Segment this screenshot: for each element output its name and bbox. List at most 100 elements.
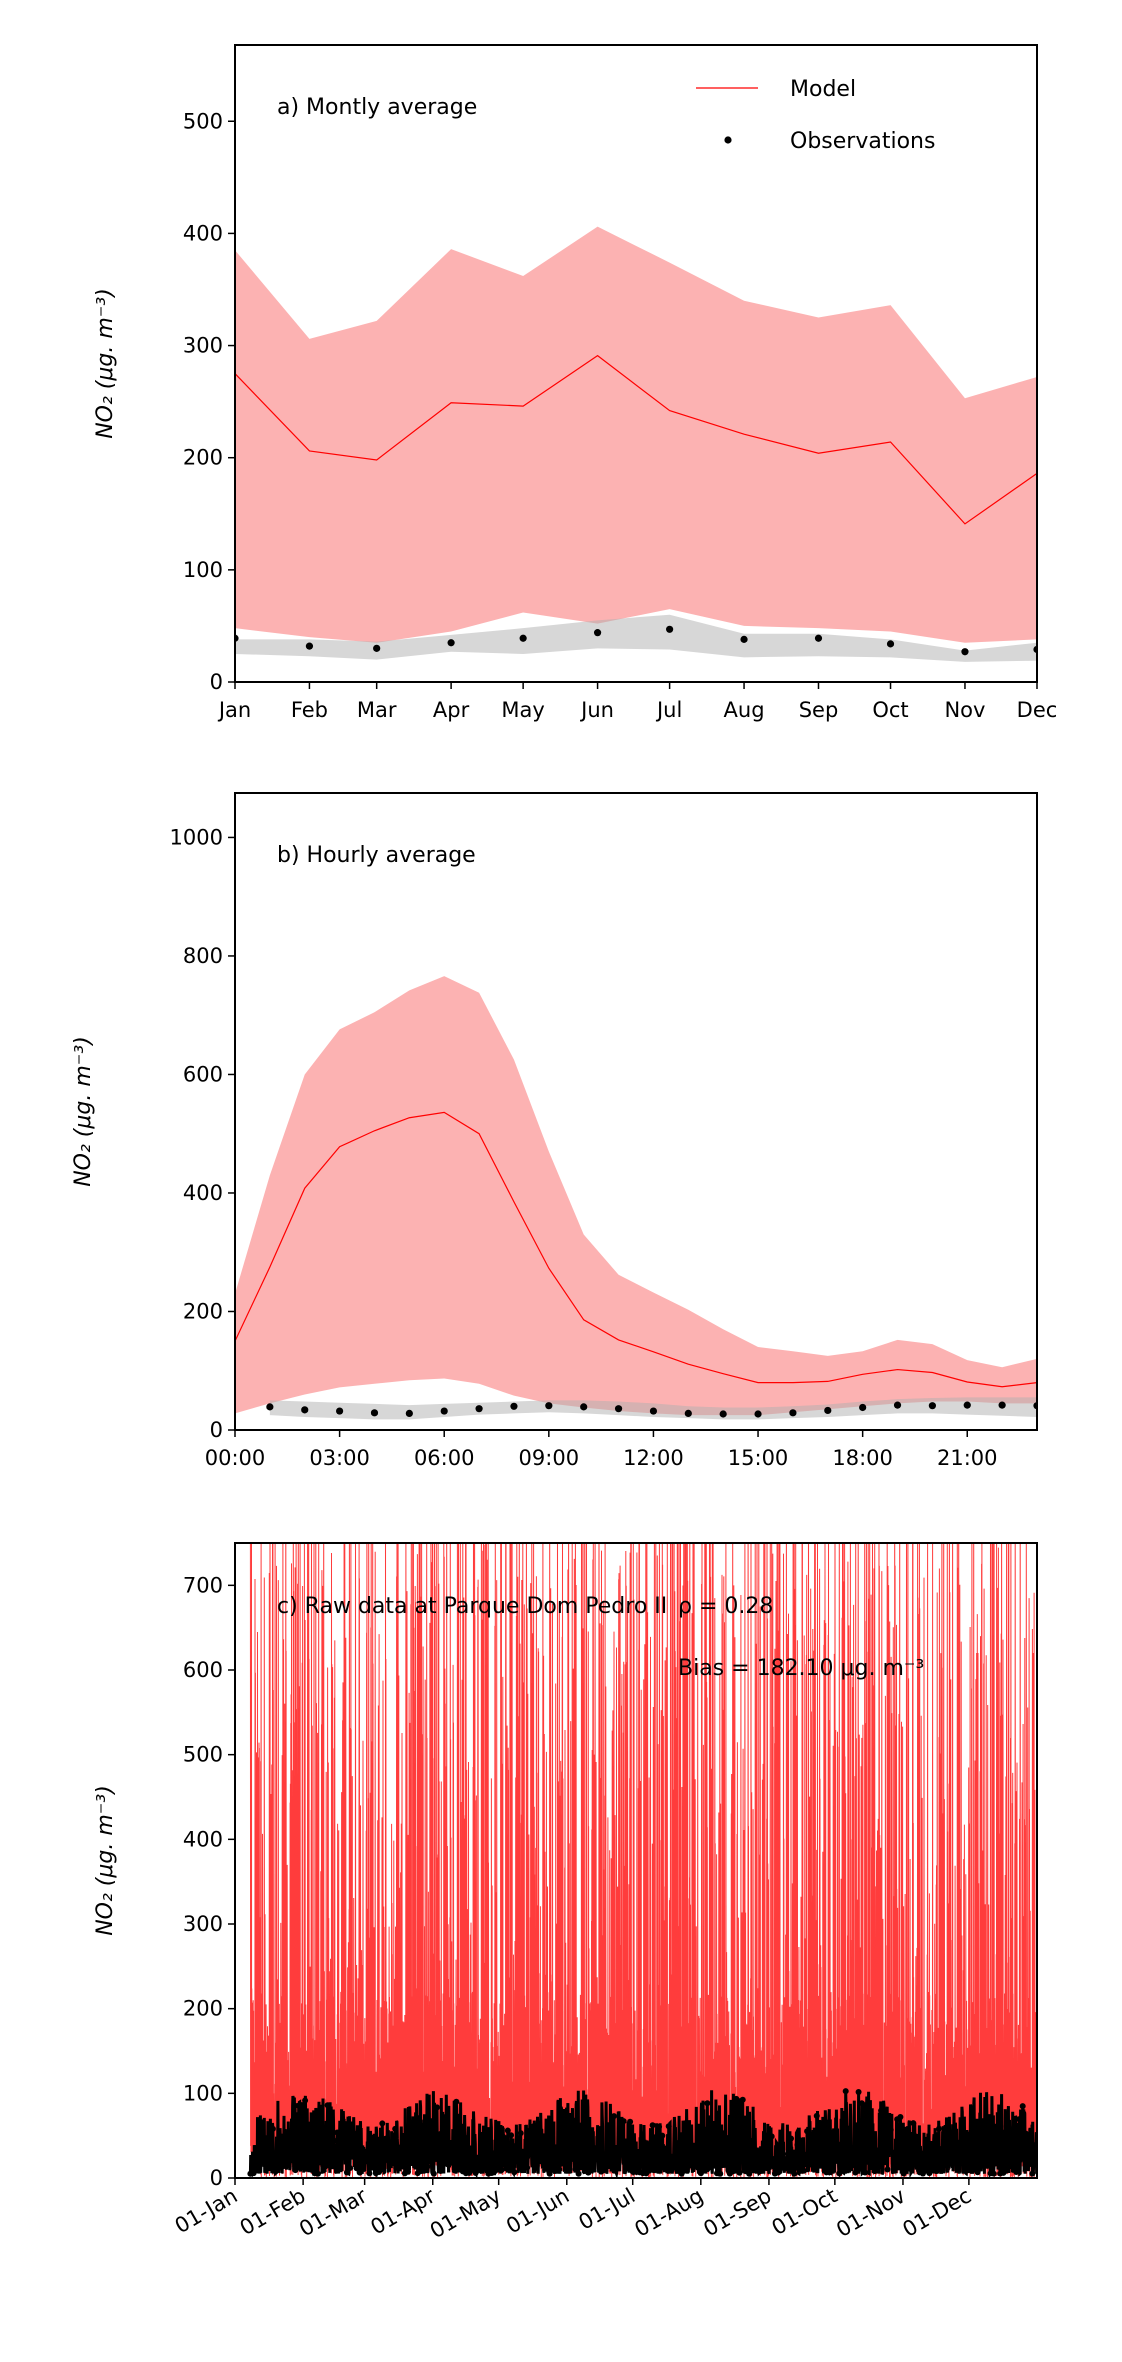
observation-point xyxy=(656,2123,663,2130)
x-tick-label: Nov xyxy=(944,698,985,722)
observation-point xyxy=(498,2167,505,2174)
observation-point xyxy=(810,2154,817,2161)
observation-point xyxy=(681,2120,688,2127)
observation-point xyxy=(939,2167,946,2174)
observation-point xyxy=(990,2170,997,2177)
observation-point xyxy=(814,634,823,642)
observation-point xyxy=(430,2170,437,2177)
observation-point xyxy=(884,2166,891,2173)
observation-point xyxy=(427,2158,434,2165)
observation-point xyxy=(479,2157,486,2164)
axes-frame xyxy=(234,44,1038,683)
observation-point xyxy=(685,2126,692,2133)
observation-point xyxy=(376,2168,383,2175)
observation-point xyxy=(768,2133,775,2140)
observation-point xyxy=(807,2144,814,2151)
model-range-band xyxy=(235,226,1037,643)
observation-point xyxy=(382,2135,389,2142)
observation-point xyxy=(874,2160,881,2167)
observation-point xyxy=(887,2126,894,2133)
observation-point xyxy=(321,2126,328,2133)
observation-point xyxy=(1016,2116,1023,2123)
observation-point xyxy=(672,2164,679,2171)
model-range-band xyxy=(235,976,1037,1416)
observation-point xyxy=(829,2165,836,2172)
observation-point xyxy=(1026,2139,1033,2146)
observation-point xyxy=(627,2118,634,2125)
observation-point xyxy=(694,2157,701,2164)
observation-point xyxy=(964,2134,971,2141)
y-axis-label: NO₂ (μg. m⁻³) xyxy=(93,1785,118,1936)
observation-point xyxy=(800,2167,807,2174)
observation-point xyxy=(942,2147,949,2154)
y-tick-label: 1000 xyxy=(170,825,223,849)
y-tick-label: 300 xyxy=(183,334,223,358)
observation-point xyxy=(585,2169,592,2176)
observation-point xyxy=(392,2125,399,2132)
observation-point xyxy=(833,2140,840,2147)
observation-point xyxy=(704,2100,711,2107)
y-tick-label: 0 xyxy=(210,670,223,694)
observation-point xyxy=(804,2128,811,2135)
observation-point xyxy=(408,2126,415,2133)
y-tick-label: 0 xyxy=(210,2166,223,2190)
observation-point xyxy=(649,1407,658,1415)
observation-point xyxy=(347,2165,354,2172)
observation-point xyxy=(900,2170,907,2177)
x-tick-label: 03:00 xyxy=(309,1446,370,1470)
observation-point xyxy=(855,2088,862,2095)
y-tick-label: 200 xyxy=(183,446,223,470)
observation-point xyxy=(336,1407,344,1415)
observation-point xyxy=(762,2158,769,2165)
x-tick-label: 15:00 xyxy=(728,1446,789,1470)
observation-point xyxy=(601,2163,608,2170)
observation-point xyxy=(862,2169,869,2176)
x-tick-label: Feb xyxy=(291,698,328,722)
x-tick-label: Jun xyxy=(579,698,614,722)
observation-point xyxy=(971,2134,978,2141)
observation-point xyxy=(816,2119,823,2126)
observation-point xyxy=(556,2166,563,2173)
observation-point xyxy=(824,1406,832,1415)
observation-point xyxy=(928,1402,936,1410)
observation-point xyxy=(456,2162,463,2169)
observation-point xyxy=(424,2163,431,2170)
y-tick-label: 400 xyxy=(183,1827,223,1851)
observation-point xyxy=(719,1410,727,1418)
legend-model-label: Model xyxy=(790,77,856,102)
observation-point xyxy=(446,2141,453,2148)
observation-point xyxy=(617,2134,624,2141)
observation-point xyxy=(913,2162,920,2169)
observation-point xyxy=(273,2168,280,2175)
observation-point xyxy=(1022,2130,1029,2137)
observation-point xyxy=(250,2170,257,2177)
observation-point xyxy=(1000,2169,1007,2176)
observation-point xyxy=(331,2137,338,2144)
observation-point xyxy=(697,2170,704,2177)
observation-point xyxy=(659,2132,666,2139)
observation-point xyxy=(890,2158,897,2165)
observation-point xyxy=(363,2158,370,2165)
observation-point xyxy=(540,2133,547,2140)
observation-point xyxy=(948,2154,955,2161)
observation-point xyxy=(565,2124,572,2131)
observation-point xyxy=(327,2128,334,2135)
observation-point xyxy=(475,1405,483,1413)
observation-point xyxy=(508,2132,515,2139)
observation-point xyxy=(580,1403,588,1411)
observation-point xyxy=(604,2138,611,2145)
observation-point xyxy=(266,1403,274,1411)
observation-point xyxy=(337,2154,344,2161)
observation-point xyxy=(984,2162,991,2169)
observation-point xyxy=(749,2137,756,2144)
observation-point xyxy=(511,2169,518,2176)
observation-point xyxy=(279,2145,286,2152)
observation-point xyxy=(789,1409,797,1417)
observation-point xyxy=(305,642,314,650)
observation-point xyxy=(575,2170,582,2177)
correlation-stat: ρ = 0.28 xyxy=(678,1594,773,1619)
y-tick-label: 200 xyxy=(183,1299,223,1323)
observation-point xyxy=(1006,2145,1013,2152)
observation-point xyxy=(611,2113,618,2120)
observation-point xyxy=(666,625,674,633)
